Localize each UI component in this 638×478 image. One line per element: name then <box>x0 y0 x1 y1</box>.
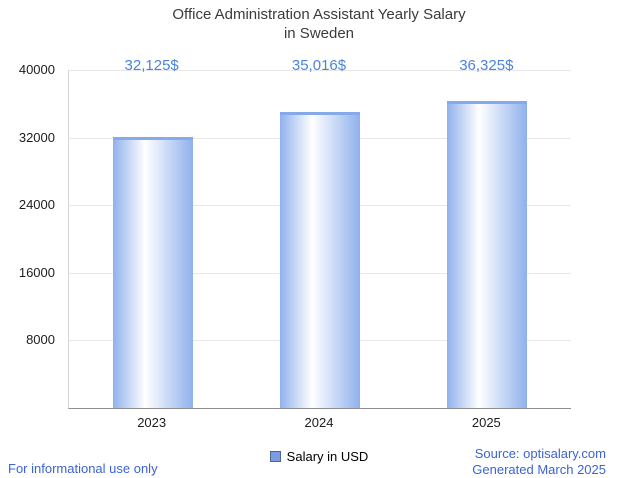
generated-date: Generated March 2025 <box>472 462 606 477</box>
source-link[interactable]: Source: optisalary.com <box>474 446 606 461</box>
y-axis-labels: 8000 16000 24000 32000 40000 <box>0 62 62 408</box>
source-info: Source: optisalary.com Generated March 2… <box>472 446 606 478</box>
plot-area <box>68 70 571 409</box>
x-tick-label: 2024 <box>304 415 334 430</box>
x-tick-label: 2023 <box>137 415 167 430</box>
chart-title-line1: Office Administration Assistant Yearly S… <box>172 6 466 23</box>
x-tick-label: 2025 <box>471 415 501 430</box>
gridline <box>69 70 571 71</box>
bar-2023 <box>112 136 193 408</box>
y-tick-label: 8000 <box>26 332 55 348</box>
chart-title-line2: in Sweden <box>283 25 355 42</box>
y-tick-label: 32000 <box>18 129 55 145</box>
y-tick-label: 40000 <box>18 62 55 77</box>
chart-title: Office Administration Assistant Yearly S… <box>0 5 638 43</box>
y-tick-label: 24000 <box>18 197 55 213</box>
disclaimer-text: For informational use only <box>8 461 158 476</box>
bar-2024 <box>280 112 360 408</box>
legend-label: Salary in USD <box>286 449 369 464</box>
y-tick-label: 16000 <box>18 264 55 280</box>
bar-2025 <box>447 101 528 408</box>
legend-swatch-icon <box>269 451 281 462</box>
legend: Salary in USD <box>0 449 638 464</box>
